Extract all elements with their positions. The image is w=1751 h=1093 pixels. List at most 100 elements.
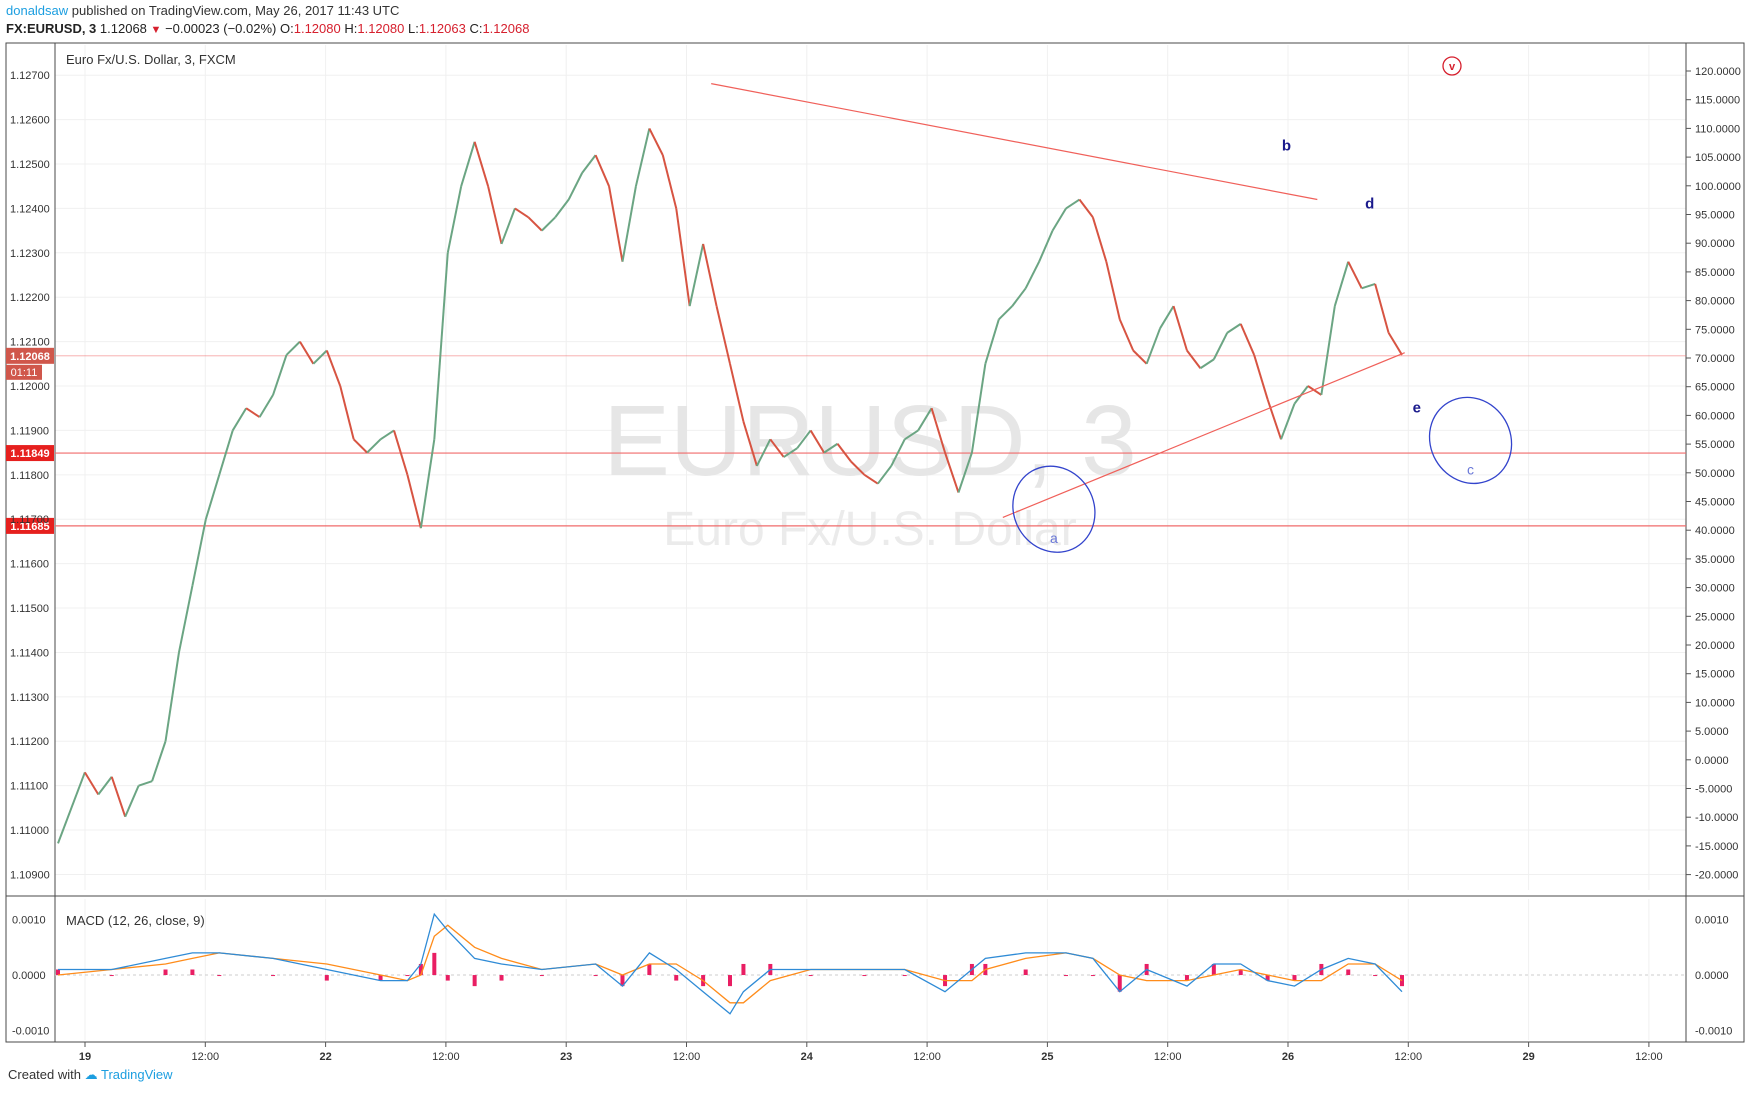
right-tick-label: -5.0000 xyxy=(1695,784,1732,796)
price-segment xyxy=(1253,354,1269,400)
macd-histogram-bar xyxy=(1023,969,1028,976)
macd-histogram-bar xyxy=(1265,975,1270,981)
price-segment xyxy=(634,128,651,187)
price-segment xyxy=(567,172,584,200)
low-value: 1.12063 xyxy=(418,21,466,36)
published-text: published on TradingView.com, May 26, 20… xyxy=(71,3,400,18)
macd-histogram-bar xyxy=(674,975,679,981)
price-segment xyxy=(1145,327,1162,365)
price-segment xyxy=(998,305,1013,321)
right-tick-label: 110.0000 xyxy=(1695,123,1740,135)
price-segment xyxy=(863,473,879,485)
price-segment xyxy=(809,429,825,454)
symbol-text: FX:EURUSD, 3 xyxy=(6,21,97,36)
price-segment xyxy=(957,452,973,493)
macd-line xyxy=(58,912,1403,1015)
right-tick-label: 25.0000 xyxy=(1695,611,1735,623)
macd-pane xyxy=(55,912,1686,1015)
x-tick-label: 26 xyxy=(1282,1051,1294,1063)
left-tick-label: 1.11400 xyxy=(10,647,49,659)
price-segment xyxy=(836,443,852,463)
right-tick-label: 100.0000 xyxy=(1695,181,1741,193)
tradingview-cloud-icon[interactable]: ☁ xyxy=(84,1067,98,1082)
macd-histogram-bar xyxy=(741,963,746,976)
price-segment xyxy=(1239,323,1256,356)
right-tick-label: 40.0000 xyxy=(1695,525,1735,537)
right-tick-label: -20.0000 xyxy=(1695,870,1738,882)
watermark-name: Euro Fx/U.S. Dollar xyxy=(663,503,1076,556)
left-tick-label: 1.10900 xyxy=(10,869,50,881)
x-tick-label: 23 xyxy=(560,1051,572,1063)
left-tick-label: 1.12500 xyxy=(10,159,50,171)
price-segment xyxy=(312,349,328,365)
value-axis-right[interactable]: 120.0000 115.0000 110.0000 105.0000 100.0000… xyxy=(1686,66,1741,882)
price-segment xyxy=(138,780,153,787)
right-tick-label: 70.0000 xyxy=(1695,353,1735,365)
author-link[interactable]: donaldsaw xyxy=(6,3,69,18)
right-tick-label: 10.0000 xyxy=(1695,697,1735,709)
price-segment xyxy=(984,319,1000,365)
price-segment xyxy=(164,652,180,742)
price-segment xyxy=(406,474,422,529)
price-segment xyxy=(729,363,745,422)
right-tick-label: 60.0000 xyxy=(1695,410,1735,422)
tradingview-brand-link[interactable]: TradingView xyxy=(101,1067,173,1082)
macd-histogram-bar xyxy=(1238,969,1243,976)
price-segment xyxy=(850,460,866,476)
left-tick-label: 1.12300 xyxy=(10,248,50,260)
x-tick-label: 22 xyxy=(319,1051,331,1063)
last-price: 1.12068 xyxy=(99,21,147,36)
left-tick-label: 1.11900 xyxy=(10,425,49,437)
price-segment xyxy=(84,771,100,796)
price-label-box xyxy=(6,445,54,462)
pane-frames xyxy=(5,42,1745,1043)
price-segment xyxy=(204,474,221,520)
trendline xyxy=(711,83,1318,201)
trendlines xyxy=(711,83,1405,519)
price-segment xyxy=(258,394,274,418)
created-with-text: Created with xyxy=(8,1067,81,1082)
right-tick-label: 0.0000 xyxy=(1695,755,1729,767)
left-tick-label: 1.11200 xyxy=(10,736,49,748)
price-segment xyxy=(904,429,919,441)
x-tick-label: 12:00 xyxy=(1395,1051,1423,1063)
left-tick-label: 1.12600 xyxy=(10,115,50,127)
price-segment xyxy=(823,442,839,454)
price-segment xyxy=(366,438,382,454)
macd-histogram-bar xyxy=(1292,975,1297,981)
time-axis[interactable]: 19 12:00 22 12:00 23 12:00 24 12:00 25 12:00 26 12:… xyxy=(79,1042,1663,1063)
macd-histogram-bar xyxy=(647,963,652,976)
wave-label-b: b xyxy=(1282,138,1291,155)
right-tick-label: 20.0000 xyxy=(1695,640,1735,652)
wave-ellipse xyxy=(1428,396,1513,485)
price-segment xyxy=(1091,216,1108,262)
left-tick-label: 1.11600 xyxy=(10,559,49,571)
macd-histogram-bar xyxy=(1346,969,1351,976)
price-axis-left[interactable]: 1.12700 1.12600 1.12500 1.12400 1.12300 1.122… xyxy=(10,70,50,881)
price-segment xyxy=(1387,332,1403,356)
price-label-text: 1.11849 xyxy=(10,448,49,460)
price-segment xyxy=(352,438,368,454)
price-segment xyxy=(527,216,543,232)
macd-axes: 0.0010 0.0010 0.0000 0.0000 -0.0010 -0.0010 xyxy=(12,915,1732,1038)
macd-histogram-bar xyxy=(1090,975,1095,977)
price-label-text: 1.12068 xyxy=(10,351,50,363)
price-segment xyxy=(1132,349,1148,365)
x-tick-label: 12:00 xyxy=(432,1051,460,1063)
price-segment xyxy=(1118,319,1135,351)
price-segment xyxy=(473,141,490,187)
right-tick-label: 55.0000 xyxy=(1695,439,1735,451)
wave-label-c: c xyxy=(1467,461,1474,477)
price-segment xyxy=(245,407,261,418)
price-segment xyxy=(648,128,664,156)
wave-annotations: a b c d e xyxy=(1012,138,1513,553)
price-segment xyxy=(675,208,691,307)
right-tick-label: 5.0000 xyxy=(1695,726,1729,738)
alert-marker[interactable]: v xyxy=(1442,56,1462,76)
x-tick-label: 12:00 xyxy=(1635,1051,1663,1063)
countdown-text: 01:11 xyxy=(11,367,38,379)
x-tick-label: 29 xyxy=(1522,1051,1534,1063)
watermark-symbol: EURUSD, 3 xyxy=(603,385,1136,497)
macd-histogram-bar xyxy=(378,975,383,981)
